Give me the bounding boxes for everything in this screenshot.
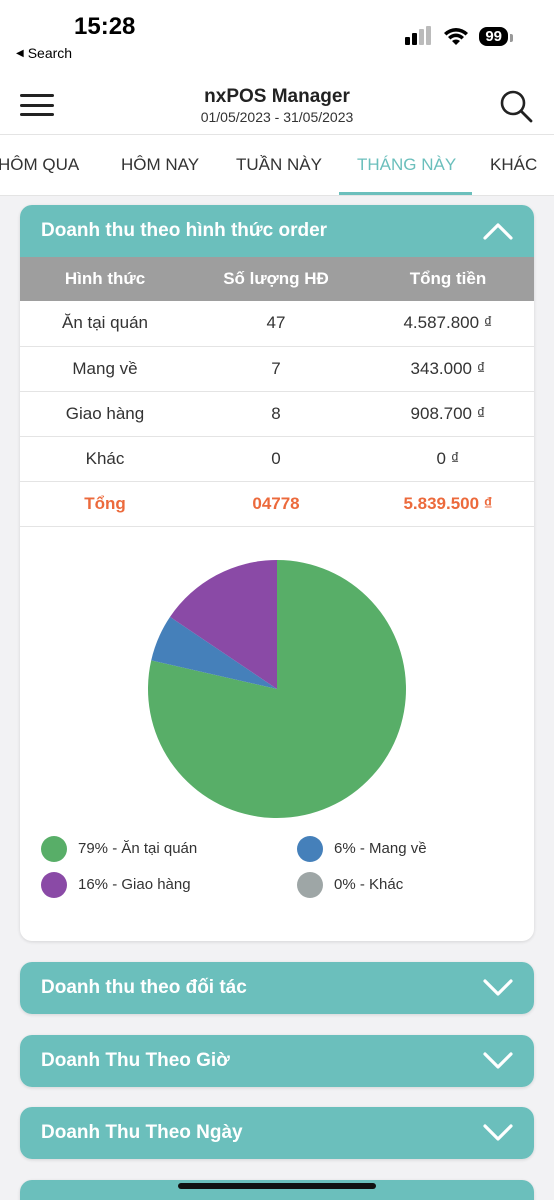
partner-revenue-header[interactable]: Doanh thu theo đối tác xyxy=(20,962,534,1014)
partner-revenue-card: Doanh thu theo đối tác xyxy=(20,962,534,1014)
partner-revenue-title: Doanh thu theo đối tác xyxy=(41,977,247,998)
tab-today[interactable]: HÔM NAY xyxy=(121,155,200,174)
hamburger-menu-icon[interactable] xyxy=(20,94,54,116)
system-icons: 99 xyxy=(405,26,513,46)
order-type-table: Hình thức Số lượng HĐ Tổng tiền Ăn tại q… xyxy=(20,257,534,527)
row-amount: 0 ₫ xyxy=(362,436,534,482)
chevron-down-icon[interactable] xyxy=(483,979,513,997)
tab-yesterday[interactable]: HÔM QUA xyxy=(0,155,80,174)
total-count: 04778 xyxy=(190,481,362,527)
search-icon[interactable] xyxy=(498,88,534,124)
row-type: Khác xyxy=(20,436,190,482)
row-count: 8 xyxy=(190,391,362,437)
pie-slice-takeaway xyxy=(151,616,277,689)
chevron-down-icon[interactable] xyxy=(483,1124,513,1142)
order-type-card-header[interactable]: Doanh thu theo hình thức order xyxy=(20,205,534,257)
pie-chart-area xyxy=(20,527,534,827)
row-type: Giao hàng xyxy=(20,391,190,437)
hourly-revenue-card: Doanh Thu Theo Giờ xyxy=(20,1035,534,1087)
tab-this-month[interactable]: THÁNG NÀY xyxy=(357,155,457,174)
pie-slice-delivery xyxy=(170,559,277,689)
table-row: Khác 0 0 ₫ xyxy=(20,436,534,482)
tab-this-week[interactable]: TUẦN NÀY xyxy=(236,155,322,174)
legend-label: 6% - Mang về xyxy=(334,840,427,857)
legend-item-dine-in: 79% - Ăn tại quán xyxy=(41,835,198,862)
battery-icon: 99 xyxy=(479,26,513,46)
row-amount: 4.587.800 ₫ xyxy=(362,301,534,347)
table-row: Mang về 7 343.000 ₫ xyxy=(20,346,534,392)
legend-label: 79% - Ăn tại quán xyxy=(78,840,198,857)
pie-chart xyxy=(147,559,406,818)
legend-item-other: 0% - Khác xyxy=(297,871,404,898)
home-indicator xyxy=(178,1183,376,1189)
order-type-card-title: Doanh thu theo hình thức order xyxy=(41,220,328,241)
next-section-card[interactable] xyxy=(20,1180,534,1200)
col-header-amount: Tổng tiền xyxy=(362,257,534,301)
legend-dot xyxy=(41,871,67,898)
chevron-down-icon[interactable] xyxy=(483,1052,513,1070)
wifi-icon xyxy=(444,28,469,45)
col-header-type: Hình thức xyxy=(20,257,190,301)
app-bar: nxPOS Manager 01/05/2023 - 31/05/2023 xyxy=(0,72,554,134)
row-count: 47 xyxy=(190,301,362,347)
active-tab-indicator xyxy=(339,192,472,195)
row-type: Ăn tại quán xyxy=(20,301,190,347)
chevron-up-icon[interactable] xyxy=(483,222,513,240)
legend-item-takeaway: 6% - Mang về xyxy=(297,835,427,862)
tab-other[interactable]: KHÁC xyxy=(490,155,538,174)
row-type: Mang về xyxy=(20,346,190,392)
daily-revenue-card: Doanh Thu Theo Ngày xyxy=(20,1107,534,1159)
table-header-row: Hình thức Số lượng HĐ Tổng tiền xyxy=(20,257,534,301)
legend-item-delivery: 16% - Giao hàng xyxy=(41,871,191,898)
legend-dot xyxy=(297,871,323,898)
legend-dot xyxy=(297,835,323,862)
total-row: Tổng 04778 5.839.500 ₫ xyxy=(20,481,534,527)
period-tabs: HÔM QUA HÔM NAY TUẦN NÀY THÁNG NÀY KHÁC xyxy=(0,134,554,196)
legend-label: 0% - Khác xyxy=(334,876,404,893)
status-time: 15:28 xyxy=(74,13,136,40)
chart-legend: 79% - Ăn tại quán 6% - Mang về 16% - Gia… xyxy=(20,827,534,942)
status-bar: 15:28 ◀ Search 99 xyxy=(0,0,554,72)
app-title: nxPOS Manager xyxy=(204,86,350,107)
row-amount: 343.000 ₫ xyxy=(362,346,534,392)
total-amount: 5.839.500 ₫ xyxy=(362,481,534,527)
row-amount: 908.700 ₫ xyxy=(362,391,534,437)
daily-revenue-header[interactable]: Doanh Thu Theo Ngày xyxy=(20,1107,534,1159)
back-arrow-icon: ◀ xyxy=(16,47,24,59)
table-row: Giao hàng 8 908.700 ₫ xyxy=(20,391,534,437)
order-type-revenue-card: Doanh thu theo hình thức order Hình thức… xyxy=(20,205,534,941)
total-label: Tổng xyxy=(20,481,190,527)
col-header-count: Số lượng HĐ xyxy=(190,257,362,301)
back-to-search[interactable]: ◀ Search xyxy=(16,45,72,61)
daily-revenue-title: Doanh Thu Theo Ngày xyxy=(41,1122,243,1143)
legend-label: 16% - Giao hàng xyxy=(78,876,191,893)
hourly-revenue-header[interactable]: Doanh Thu Theo Giờ xyxy=(20,1035,534,1087)
row-count: 7 xyxy=(190,346,362,392)
row-count: 0 xyxy=(190,436,362,482)
cellular-signal-icon xyxy=(405,26,432,45)
legend-dot xyxy=(41,835,67,862)
date-range: 01/05/2023 - 31/05/2023 xyxy=(200,109,354,125)
table-row: Ăn tại quán 47 4.587.800 ₫ xyxy=(20,301,534,347)
hourly-revenue-title: Doanh Thu Theo Giờ xyxy=(41,1050,230,1071)
back-label: Search xyxy=(27,45,73,61)
